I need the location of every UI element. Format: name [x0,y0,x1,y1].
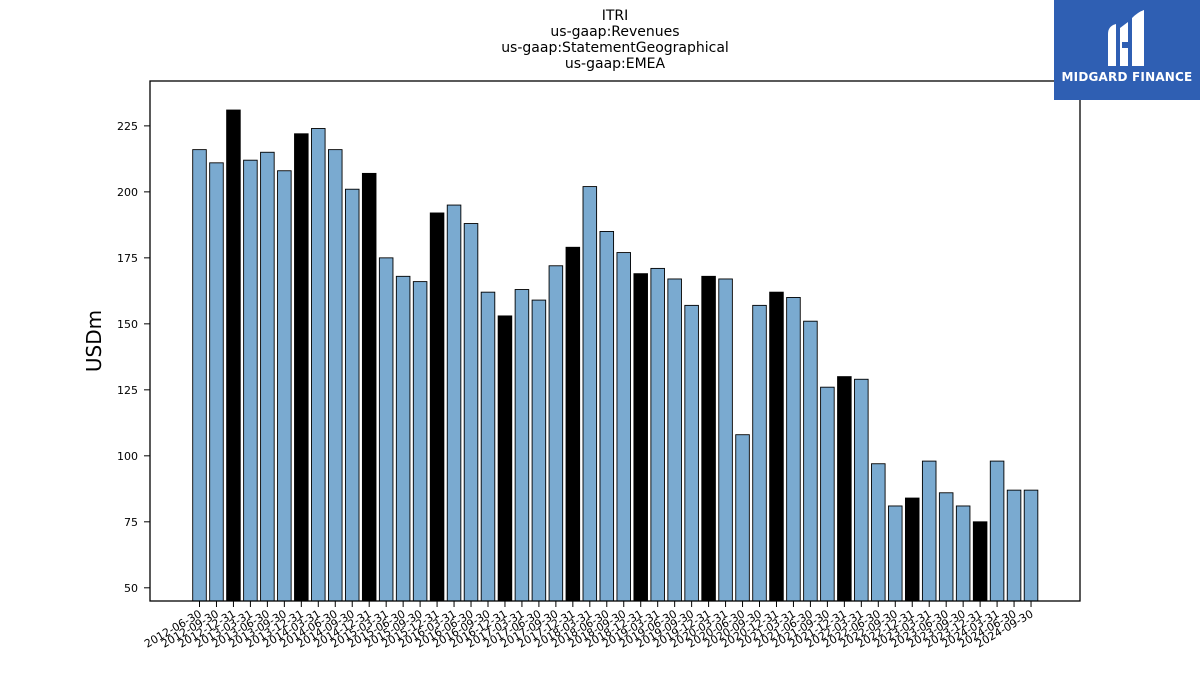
y-tick-label-50: 50 [124,582,138,595]
bar-2021-09-30 [820,386,835,602]
bar-2016-12-31 [497,315,513,602]
bar-2022-12-31 [904,497,920,602]
chart-title-line-2: us-gaap:Revenues [550,24,680,40]
bar-2023-09-30 [955,505,971,602]
y-axis: 50 75 100 125 150 175 200 225 [117,120,150,595]
bar-2020-06-30 [735,434,750,602]
chart-title-line-4: us-gaap:EMEA [564,56,666,72]
bar-2021-06-30 [803,320,818,602]
bar-2017-09-30 [548,265,564,602]
bar-2018-06-30 [599,231,615,602]
bar-2024-03-31 [989,460,1005,602]
y-tick-label-200: 200 [117,186,138,199]
chart-title-line-1: ITRI [601,8,629,24]
y-axis-label: USDm [82,310,106,372]
bar-2015-06-30 [395,275,411,602]
bar-2013-09-30 [277,170,292,602]
bar-2024-06-30 [1006,489,1022,602]
bar-2020-12-31 [769,291,784,602]
bar-2017-03-31 [514,289,530,602]
y-tick-label-175: 175 [117,252,138,265]
bar-2018-12-31 [633,273,648,602]
bar-2015-12-31 [429,212,445,602]
bar-2023-06-30 [938,492,954,602]
bar-2012-09-30 [209,162,224,602]
bar-2015-09-30 [412,281,428,602]
bar-2016-09-30 [480,291,496,602]
y-tick-label-75: 75 [124,516,138,529]
bar-2013-12-31 [294,133,309,602]
x-axis: 2012-06-302012-09-302012-12-312013-03-31… [142,601,1036,651]
bar-2013-03-31 [243,159,258,602]
bar-2024-09-30 [1023,489,1039,602]
y-tick-label-125: 125 [117,384,138,397]
logo-text: MIDGARD FINANCE [1061,70,1193,84]
bar-2012-12-31 [226,109,241,602]
bar-2021-12-31 [837,376,852,602]
bar-2019-12-31 [701,275,716,602]
logo-mark-icon [1108,10,1144,66]
bar-2020-03-31 [718,278,733,602]
bar-2017-12-31 [565,246,581,602]
bar-2023-03-31 [921,460,937,602]
plot-frame [149,80,1081,602]
y-tick-label-225: 225 [117,120,138,133]
bar-2022-03-31 [854,378,869,602]
bar-2014-09-30 [344,188,360,602]
bar-2015-03-31 [378,257,394,602]
bar-2022-06-30 [871,463,886,602]
bar-2014-03-31 [311,128,326,602]
bar-2018-03-31 [582,186,598,602]
bar-2012-06-30 [192,149,207,602]
bar-2023-12-31 [972,521,988,602]
chart-title-line-3: us-gaap:StatementGeographical [501,40,729,56]
bar-2021-03-31 [786,297,801,602]
bar-2018-09-30 [616,252,632,602]
bar-2014-12-31 [361,172,377,602]
bar-2019-06-30 [667,278,682,602]
bar-2014-06-30 [328,149,343,602]
bar-2016-06-30 [463,223,479,602]
midgard-finance-logo: MIDGARD FINANCE [1054,0,1200,100]
bar-2022-09-30 [888,505,903,602]
bar-2020-09-30 [752,304,767,602]
y-tick-label-150: 150 [117,318,138,331]
y-tick-label-100: 100 [117,450,138,463]
bars-group [192,109,1039,602]
bar-2017-06-30 [531,299,547,602]
bar-2013-06-30 [260,151,275,602]
bar-2019-09-30 [684,304,699,602]
bar-2019-03-31 [650,267,665,602]
bar-2016-03-31 [446,204,462,602]
